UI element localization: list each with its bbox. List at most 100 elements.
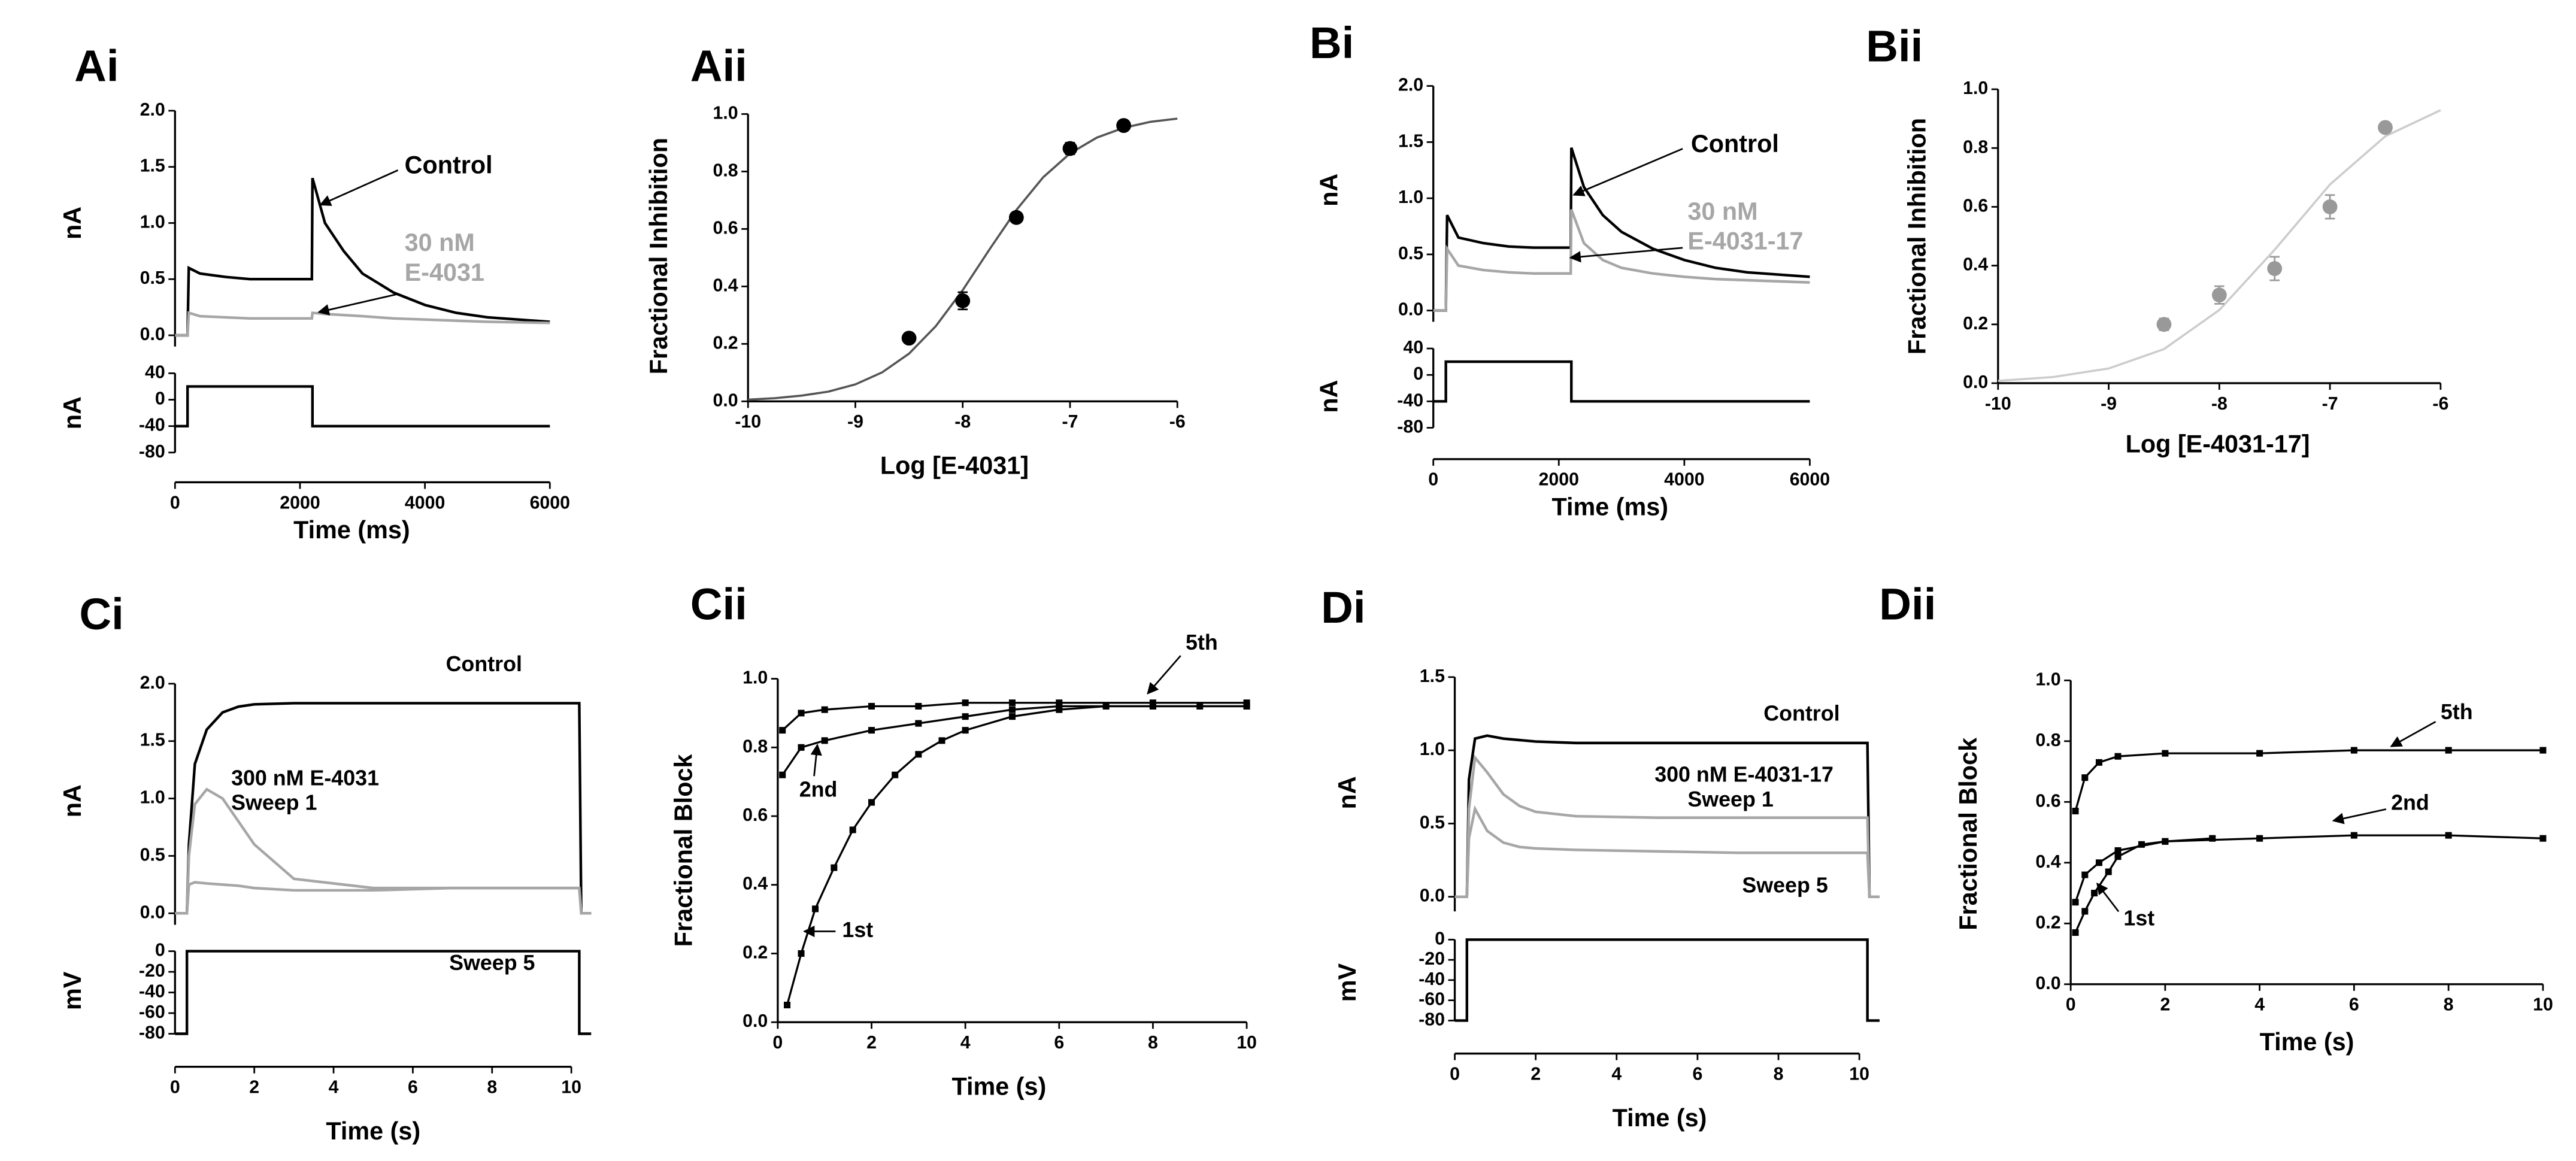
panel-label: Cii <box>690 580 747 629</box>
marker <box>821 706 828 713</box>
marker <box>1008 706 1016 713</box>
y-tick-label: 1.0 <box>1398 187 1423 207</box>
trace <box>1433 360 1810 403</box>
x-tick-label: 0 <box>170 1078 180 1098</box>
x-tick-label: 8 <box>1148 1033 1158 1053</box>
y-tick-label: 0.0 <box>140 902 165 922</box>
x-tick-label: 6000 <box>1790 470 1830 490</box>
series-label: 1st <box>2123 907 2154 930</box>
annotation: 30 nM <box>1687 198 1757 225</box>
marker <box>2445 747 2452 754</box>
y-tick-label: 0.6 <box>2035 791 2060 811</box>
x-axis-label: Time (s) <box>1613 1104 1707 1132</box>
arrow <box>2390 721 2436 747</box>
arrow <box>2332 808 2387 824</box>
marker <box>1149 699 1156 707</box>
marker <box>2539 747 2547 754</box>
y-axis-label: nA <box>1316 174 1343 207</box>
y-axis-label: nA <box>59 207 86 240</box>
x-tick-label: 2000 <box>1539 470 1579 490</box>
annotation: Sweep 1 <box>1687 787 1773 811</box>
panel-label: Bii <box>1866 22 1923 71</box>
marker <box>849 826 856 833</box>
x-tick-label: 10 <box>561 1078 581 1098</box>
x-tick-label: 4 <box>2254 995 2265 1015</box>
trace <box>175 385 550 428</box>
x-tick-label: 0 <box>1450 1064 1460 1084</box>
y-tick-label: 0.6 <box>1963 196 1988 216</box>
y-axis-label: nA <box>1316 380 1343 413</box>
y-axis-label: mV <box>59 971 86 1010</box>
point <box>2322 199 2338 214</box>
x-axis-label: Time (ms) <box>1551 493 1668 520</box>
x-axis-label: Time (s) <box>326 1117 420 1145</box>
x-tick-label: 4 <box>960 1033 971 1053</box>
y-tick-label: 0.0 <box>713 390 738 410</box>
y-tick-label: 2.0 <box>140 673 165 693</box>
marker <box>2256 835 2263 842</box>
y-tick-label: 1.0 <box>1420 739 1445 759</box>
y-tick-label: -40 <box>139 982 165 1002</box>
marker <box>1056 702 1063 710</box>
y-axis-label: Fractional Block <box>669 754 697 947</box>
trace <box>1454 805 1880 898</box>
x-tick-label: 6 <box>2349 995 2359 1015</box>
trace <box>1454 938 1880 1022</box>
y-tick-label: 0 <box>155 941 165 960</box>
point <box>2378 120 2393 135</box>
y-tick-label: 1.0 <box>713 103 738 123</box>
x-tick-label: -9 <box>847 412 863 432</box>
x-tick-label: 6 <box>408 1078 418 1098</box>
y-tick-label: 1.0 <box>2035 669 2060 689</box>
x-tick-label: 2 <box>866 1033 877 1053</box>
x-tick-label: -7 <box>2322 394 2338 414</box>
marker <box>2445 832 2452 839</box>
x-tick-label: 10 <box>1849 1064 1869 1084</box>
y-tick-label: -80 <box>139 1023 165 1043</box>
arrow <box>319 169 399 206</box>
y-tick-label: 2.0 <box>1398 75 1423 95</box>
x-tick-label: 10 <box>1237 1033 1257 1053</box>
trace <box>175 950 592 1035</box>
annotation: Control <box>1691 130 1779 157</box>
y-tick-label: -40 <box>1419 969 1445 989</box>
y-tick-label: 0.6 <box>713 218 738 238</box>
marker <box>798 950 805 957</box>
arrow <box>810 743 822 777</box>
y-tick-label: 0.4 <box>2035 852 2060 872</box>
trace <box>175 702 592 915</box>
y-tick-label: 40 <box>145 362 165 382</box>
marker <box>2091 890 2098 897</box>
y-tick-label: 0.6 <box>743 805 768 825</box>
y-tick-label: 0.2 <box>743 942 768 962</box>
y-tick-label: 1.0 <box>1963 78 1988 98</box>
point <box>2211 287 2227 303</box>
marker <box>1243 699 1250 707</box>
marker <box>821 737 828 744</box>
marker <box>2105 868 2112 875</box>
y-tick-label: 1.5 <box>140 730 165 750</box>
x-axis-label: Time (s) <box>2260 1028 2354 1056</box>
y-tick-label: -60 <box>1419 990 1445 1010</box>
trace <box>786 705 1247 1005</box>
marker <box>2095 859 2102 866</box>
marker <box>1243 702 1250 710</box>
marker <box>2114 853 2122 860</box>
x-axis-label: Log [E-4031-17] <box>2126 431 2310 458</box>
point <box>2267 261 2283 276</box>
marker <box>892 771 899 778</box>
annotation: Control <box>405 151 493 179</box>
x-tick-label: 2000 <box>280 493 320 513</box>
y-tick-label: 0.0 <box>743 1011 768 1031</box>
trace <box>1454 734 1880 898</box>
marker <box>812 905 819 913</box>
x-tick-label: 6000 <box>530 493 570 513</box>
y-tick-label: 1.0 <box>140 212 165 232</box>
y-tick-label: 1.0 <box>140 788 165 808</box>
marker <box>2539 835 2547 842</box>
y-axis-label: Fractional Block <box>1954 737 1982 930</box>
marker <box>2072 808 2079 815</box>
marker <box>1056 699 1063 707</box>
y-tick-label: 2.0 <box>140 100 165 120</box>
